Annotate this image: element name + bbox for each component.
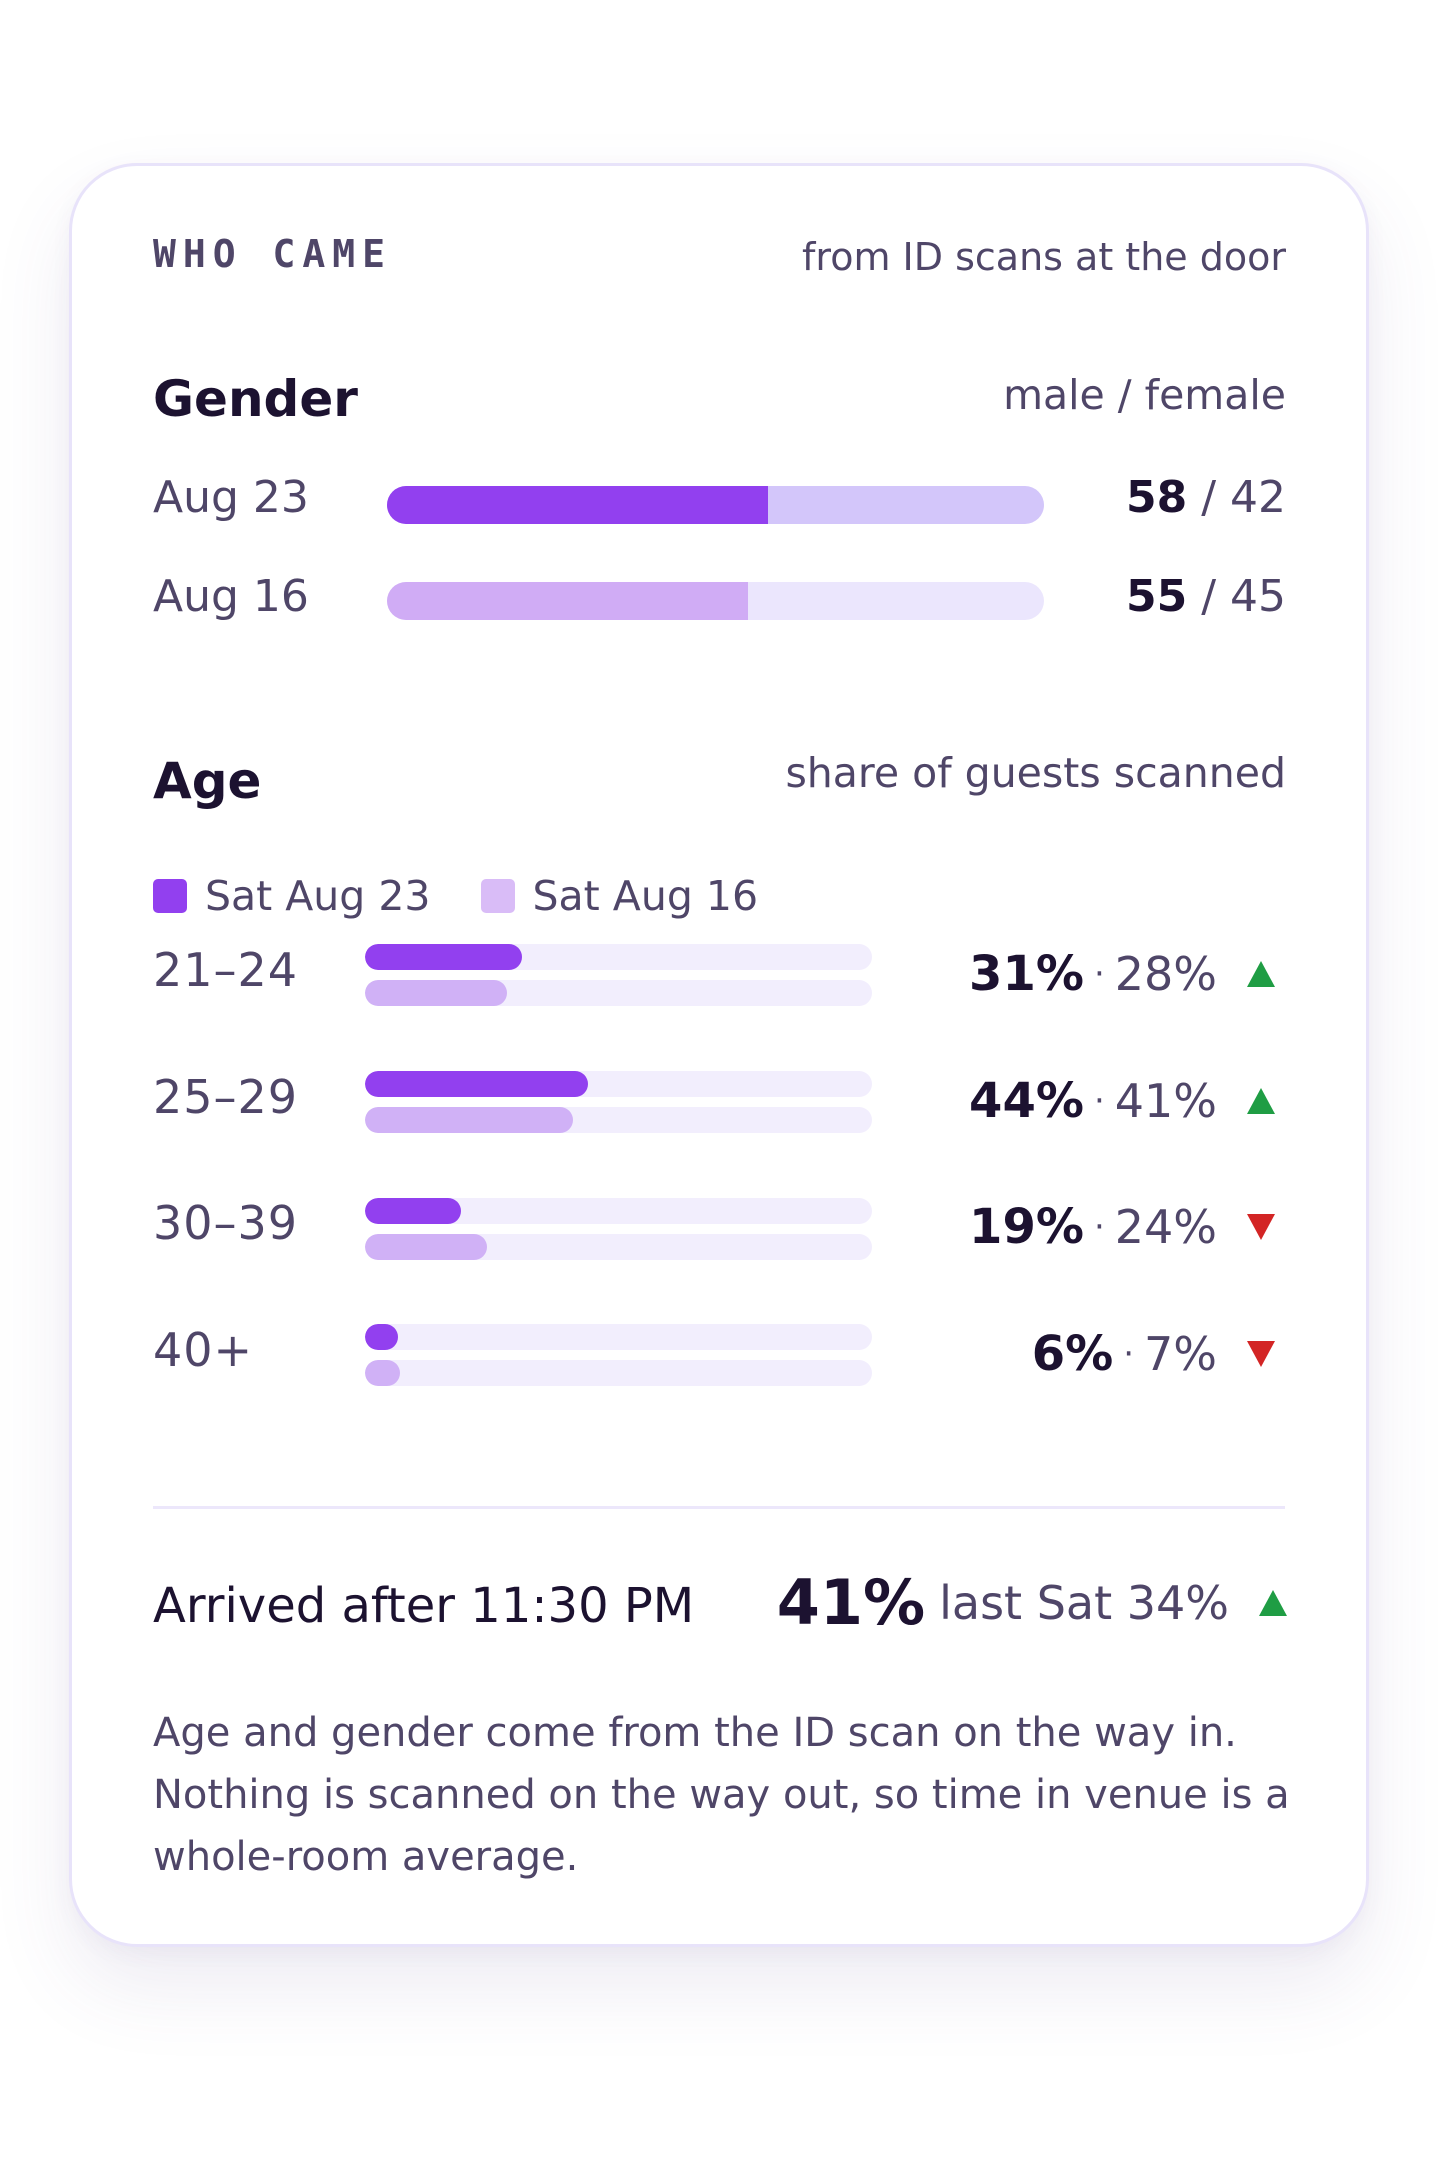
current-percent: 44% <box>969 1073 1084 1129</box>
age-bar-fill <box>365 944 523 970</box>
section-divider <box>153 1506 1285 1509</box>
age-values: 44% · 41% <box>969 1073 1275 1129</box>
footnote: Age and gender come from the ID scan on … <box>153 1710 1290 1880</box>
triangle-up-icon <box>1247 1088 1275 1114</box>
card-eyebrow: WHO CAME <box>153 232 393 276</box>
gender-bar-male-fill <box>387 582 749 620</box>
age-bar-previous <box>365 1234 872 1260</box>
age-title: Age <box>153 752 262 810</box>
legend-item-previous: Sat Aug 16 <box>480 872 758 920</box>
gender-row-label: Aug 23 <box>153 472 309 523</box>
age-values: 19% · 24% <box>969 1199 1275 1255</box>
gender-bar-current <box>387 486 1044 524</box>
gender-row-label: Aug 16 <box>153 571 309 622</box>
age-bar-previous <box>365 1360 872 1386</box>
source-note: from ID scans at the door <box>802 235 1286 279</box>
male-value: 55 <box>1125 571 1188 622</box>
age-bar-fill <box>365 1234 487 1260</box>
legend-item-current: Sat Aug 23 <box>153 872 431 920</box>
female-value: 42 <box>1230 472 1286 523</box>
triangle-down-icon <box>1247 1341 1275 1367</box>
legend-swatch-current <box>153 879 187 913</box>
age-legend: Sat Aug 23 Sat Aug 16 <box>153 872 758 920</box>
age-bar-fill <box>365 1360 401 1386</box>
previous-percent: 24% <box>1114 1200 1217 1254</box>
triangle-up-icon <box>1259 1589 1287 1616</box>
age-bar-current <box>365 1198 872 1224</box>
age-bar-fill <box>365 980 507 1006</box>
age-bar-current <box>365 944 872 970</box>
current-percent: 19% <box>969 1199 1084 1255</box>
late-arrivals-value: 41% <box>776 1566 926 1639</box>
age-bar-fill <box>365 1324 398 1350</box>
age-bar-current <box>365 1071 872 1097</box>
late-arrivals-label: Arrived after 11:30 PM <box>153 1578 695 1634</box>
age-row-label: 40+ <box>153 1323 254 1377</box>
late-arrivals-comparison: last Sat 34% <box>939 1575 1229 1630</box>
age-bar-previous <box>365 1107 872 1133</box>
age-bar-previous <box>365 980 872 1006</box>
current-percent: 31% <box>969 946 1084 1002</box>
triangle-down-icon <box>1247 1214 1275 1240</box>
triangle-up-icon <box>1247 961 1275 987</box>
gender-split: 55 / 45 <box>1125 571 1286 622</box>
age-values: 31% · 28% <box>969 946 1275 1002</box>
late-arrivals-values: 41% last Sat 34% <box>777 1566 1287 1639</box>
age-bar-current <box>365 1324 872 1350</box>
gender-bar-previous <box>387 582 1044 620</box>
current-percent: 6% <box>1031 1326 1114 1382</box>
legend-swatch-previous <box>480 879 515 913</box>
female-value: 45 <box>1230 571 1286 622</box>
previous-percent: 7% <box>1144 1327 1217 1381</box>
who-came-card: WHO CAME from ID scans at the door Gende… <box>69 163 1369 1947</box>
previous-percent: 41% <box>1114 1074 1217 1128</box>
age-bar-fill <box>365 1071 589 1097</box>
age-row-label: 25–29 <box>153 1070 299 1124</box>
age-row-label: 21–24 <box>153 943 299 997</box>
gender-title: Gender <box>153 370 358 428</box>
age-values: 6% · 7% <box>1032 1326 1275 1382</box>
gender-legend: male / female <box>1003 371 1286 419</box>
age-bar-fill <box>365 1107 573 1133</box>
previous-percent: 28% <box>1114 947 1217 1001</box>
age-row-label: 30–39 <box>153 1196 299 1250</box>
age-bar-fill <box>365 1198 462 1224</box>
gender-split: 58 / 42 <box>1125 472 1286 523</box>
gender-bar-male-fill <box>387 486 769 524</box>
male-value: 58 <box>1125 472 1188 523</box>
age-note: share of guests scanned <box>785 749 1286 797</box>
